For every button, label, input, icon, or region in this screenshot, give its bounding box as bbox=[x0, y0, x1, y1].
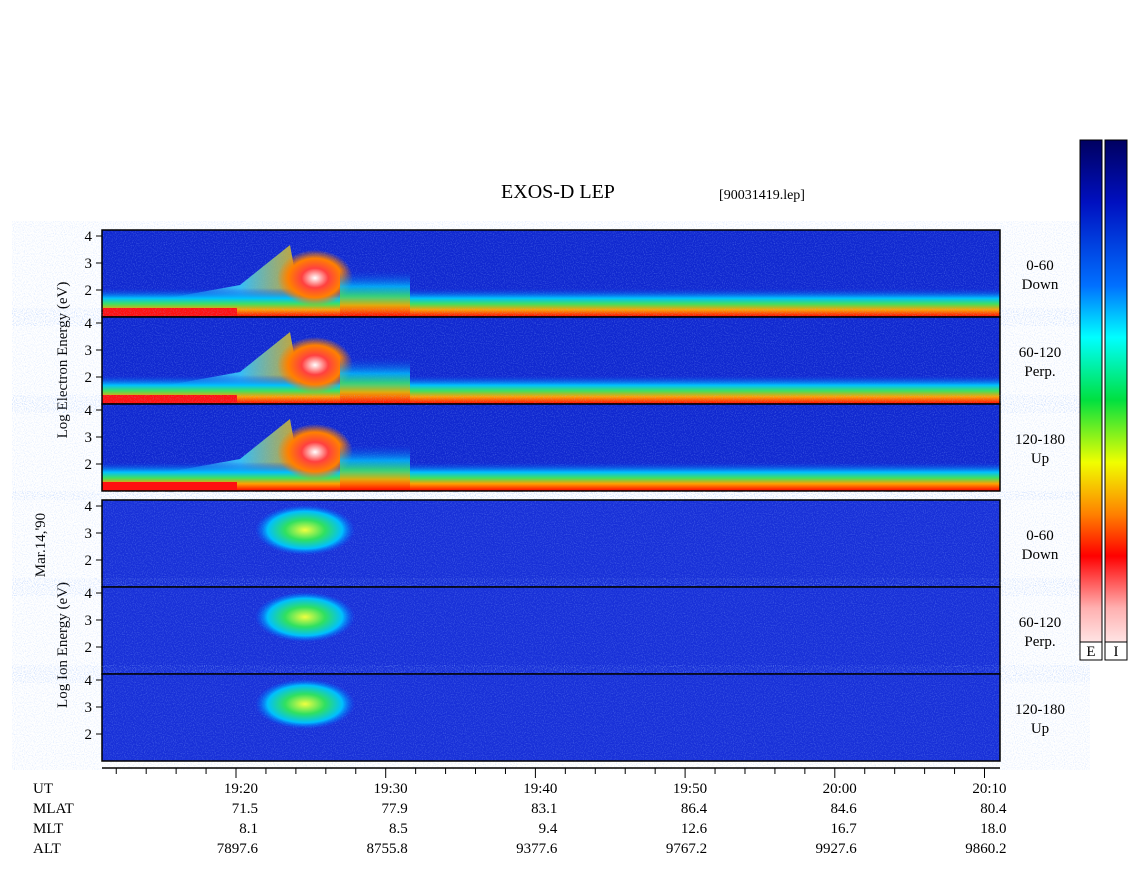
orbit-value: 9860.2 bbox=[965, 841, 1006, 857]
colorbar bbox=[1104, 139, 1128, 661]
panel-frame bbox=[101, 403, 1001, 492]
hot-spot bbox=[277, 337, 353, 393]
time-axis: UT MLAT MLT ALT 19:20 71.5 8.1 7897.6 19:30 77.9 8… bbox=[33, 767, 1007, 857]
transition bbox=[340, 270, 410, 317]
low-energy-core bbox=[102, 482, 237, 490]
hot-spot bbox=[277, 424, 353, 480]
y-tick-label: 4 bbox=[85, 229, 93, 245]
colorbar-label-box bbox=[1104, 641, 1128, 661]
panels: 4 3 2 0-60 Down 4 3 2 60-120 Perp. 4 3 2 120-180 Up 4 3 2… bbox=[85, 229, 1065, 762]
y-tick-label: 3 bbox=[85, 343, 93, 359]
panel-direction: Up bbox=[1031, 721, 1049, 737]
colorbar-label: E bbox=[1086, 644, 1095, 660]
orbit-value: 20:10 bbox=[972, 781, 1006, 797]
ion-blob bbox=[255, 592, 355, 642]
colorbar-label: I bbox=[1114, 644, 1119, 660]
orbit-value: 7897.6 bbox=[217, 841, 259, 857]
orbit-value: 16.7 bbox=[831, 821, 858, 837]
transition bbox=[340, 444, 410, 491]
ion-blob bbox=[255, 679, 355, 729]
orbit-value: 19:20 bbox=[224, 781, 258, 797]
panel-direction: Down bbox=[1022, 277, 1059, 293]
orbit-value: 9767.2 bbox=[666, 841, 707, 857]
orbit-value: 86.4 bbox=[681, 801, 708, 817]
orbit-value: 12.6 bbox=[681, 821, 708, 837]
panel-direction: Perp. bbox=[1024, 364, 1055, 380]
y-tick-label: 4 bbox=[85, 499, 93, 515]
y-tick-label: 3 bbox=[85, 613, 93, 629]
low-energy-core bbox=[102, 308, 237, 316]
orbit-row-label: UT bbox=[33, 781, 53, 797]
orbit-value: 9.4 bbox=[539, 821, 558, 837]
low-energy-band bbox=[102, 375, 1000, 404]
colorbars: E I bbox=[1079, 139, 1128, 661]
orbit-value: 9377.6 bbox=[516, 841, 558, 857]
orbit-value: 19:30 bbox=[374, 781, 408, 797]
hot-spot bbox=[277, 250, 353, 306]
transition bbox=[340, 357, 410, 404]
orbit-value: 19:50 bbox=[673, 781, 707, 797]
y-tick-label: 3 bbox=[85, 526, 93, 542]
orbit-value: 8.5 bbox=[389, 821, 408, 837]
y-tick-label: 3 bbox=[85, 256, 93, 272]
panel-angle: 60-120 bbox=[1019, 615, 1062, 631]
orbit-row-label: MLT bbox=[33, 821, 63, 837]
title: EXOS-D LEP bbox=[501, 181, 615, 203]
y-tick-label: 2 bbox=[85, 727, 93, 743]
y-tick-label: 2 bbox=[85, 640, 93, 656]
y-tick-label: 4 bbox=[85, 316, 93, 332]
panel-frame bbox=[101, 673, 1001, 762]
date-label: Mar.14,'90 bbox=[33, 513, 49, 577]
orbit-value: 20:00 bbox=[823, 781, 857, 797]
orbit-value: 77.9 bbox=[381, 801, 407, 817]
orbit-value: 80.4 bbox=[980, 801, 1007, 817]
ion-blob bbox=[255, 505, 355, 555]
spectrogram-noise bbox=[102, 674, 1000, 761]
electron-axis-label: Log Electron Energy (eV) bbox=[55, 282, 71, 439]
low-energy-band bbox=[102, 288, 1000, 317]
orbit-value: 19:40 bbox=[523, 781, 557, 797]
y-tick-label: 2 bbox=[85, 283, 93, 299]
low-energy-core bbox=[102, 395, 237, 403]
file-name: [90031419.lep] bbox=[719, 188, 805, 203]
orbit-value: 71.5 bbox=[232, 801, 258, 817]
orbit-value: 9927.6 bbox=[816, 841, 858, 857]
y-tick-label: 2 bbox=[85, 370, 93, 386]
spectrogram-noise bbox=[102, 500, 1000, 587]
y-tick-label: 4 bbox=[85, 403, 93, 419]
y-tick-label: 2 bbox=[85, 553, 93, 569]
panel-angle: 120-180 bbox=[1015, 702, 1065, 718]
colorbar bbox=[1079, 139, 1103, 661]
y-tick-label: 2 bbox=[85, 457, 93, 473]
panel-direction: Perp. bbox=[1024, 634, 1055, 650]
ion-axis-label: Log Ion Energy (eV) bbox=[55, 582, 71, 708]
colorbar-label-box bbox=[1079, 641, 1103, 661]
panel-direction: Up bbox=[1031, 451, 1049, 467]
y-tick-label: 3 bbox=[85, 430, 93, 446]
orbit-row-label: MLAT bbox=[33, 801, 74, 817]
orbit-value: 84.6 bbox=[831, 801, 858, 817]
orbit-row-label: ALT bbox=[33, 841, 61, 857]
panel-direction: Down bbox=[1022, 547, 1059, 563]
y-tick-label: 4 bbox=[85, 586, 93, 602]
y-tick-label: 3 bbox=[85, 700, 93, 716]
panel-angle: 60-120 bbox=[1019, 345, 1062, 361]
spectrogram-noise bbox=[102, 587, 1000, 674]
panel-angle: 0-60 bbox=[1026, 258, 1054, 274]
orbit-value: 18.0 bbox=[980, 821, 1006, 837]
orbit-value: 8.1 bbox=[239, 821, 258, 837]
low-energy-band bbox=[102, 462, 1000, 491]
panel-angle: 120-180 bbox=[1015, 432, 1065, 448]
orbit-value: 8755.8 bbox=[366, 841, 407, 857]
orbit-value: 83.1 bbox=[531, 801, 557, 817]
panel-angle: 0-60 bbox=[1026, 528, 1054, 544]
y-tick-label: 4 bbox=[85, 673, 93, 689]
